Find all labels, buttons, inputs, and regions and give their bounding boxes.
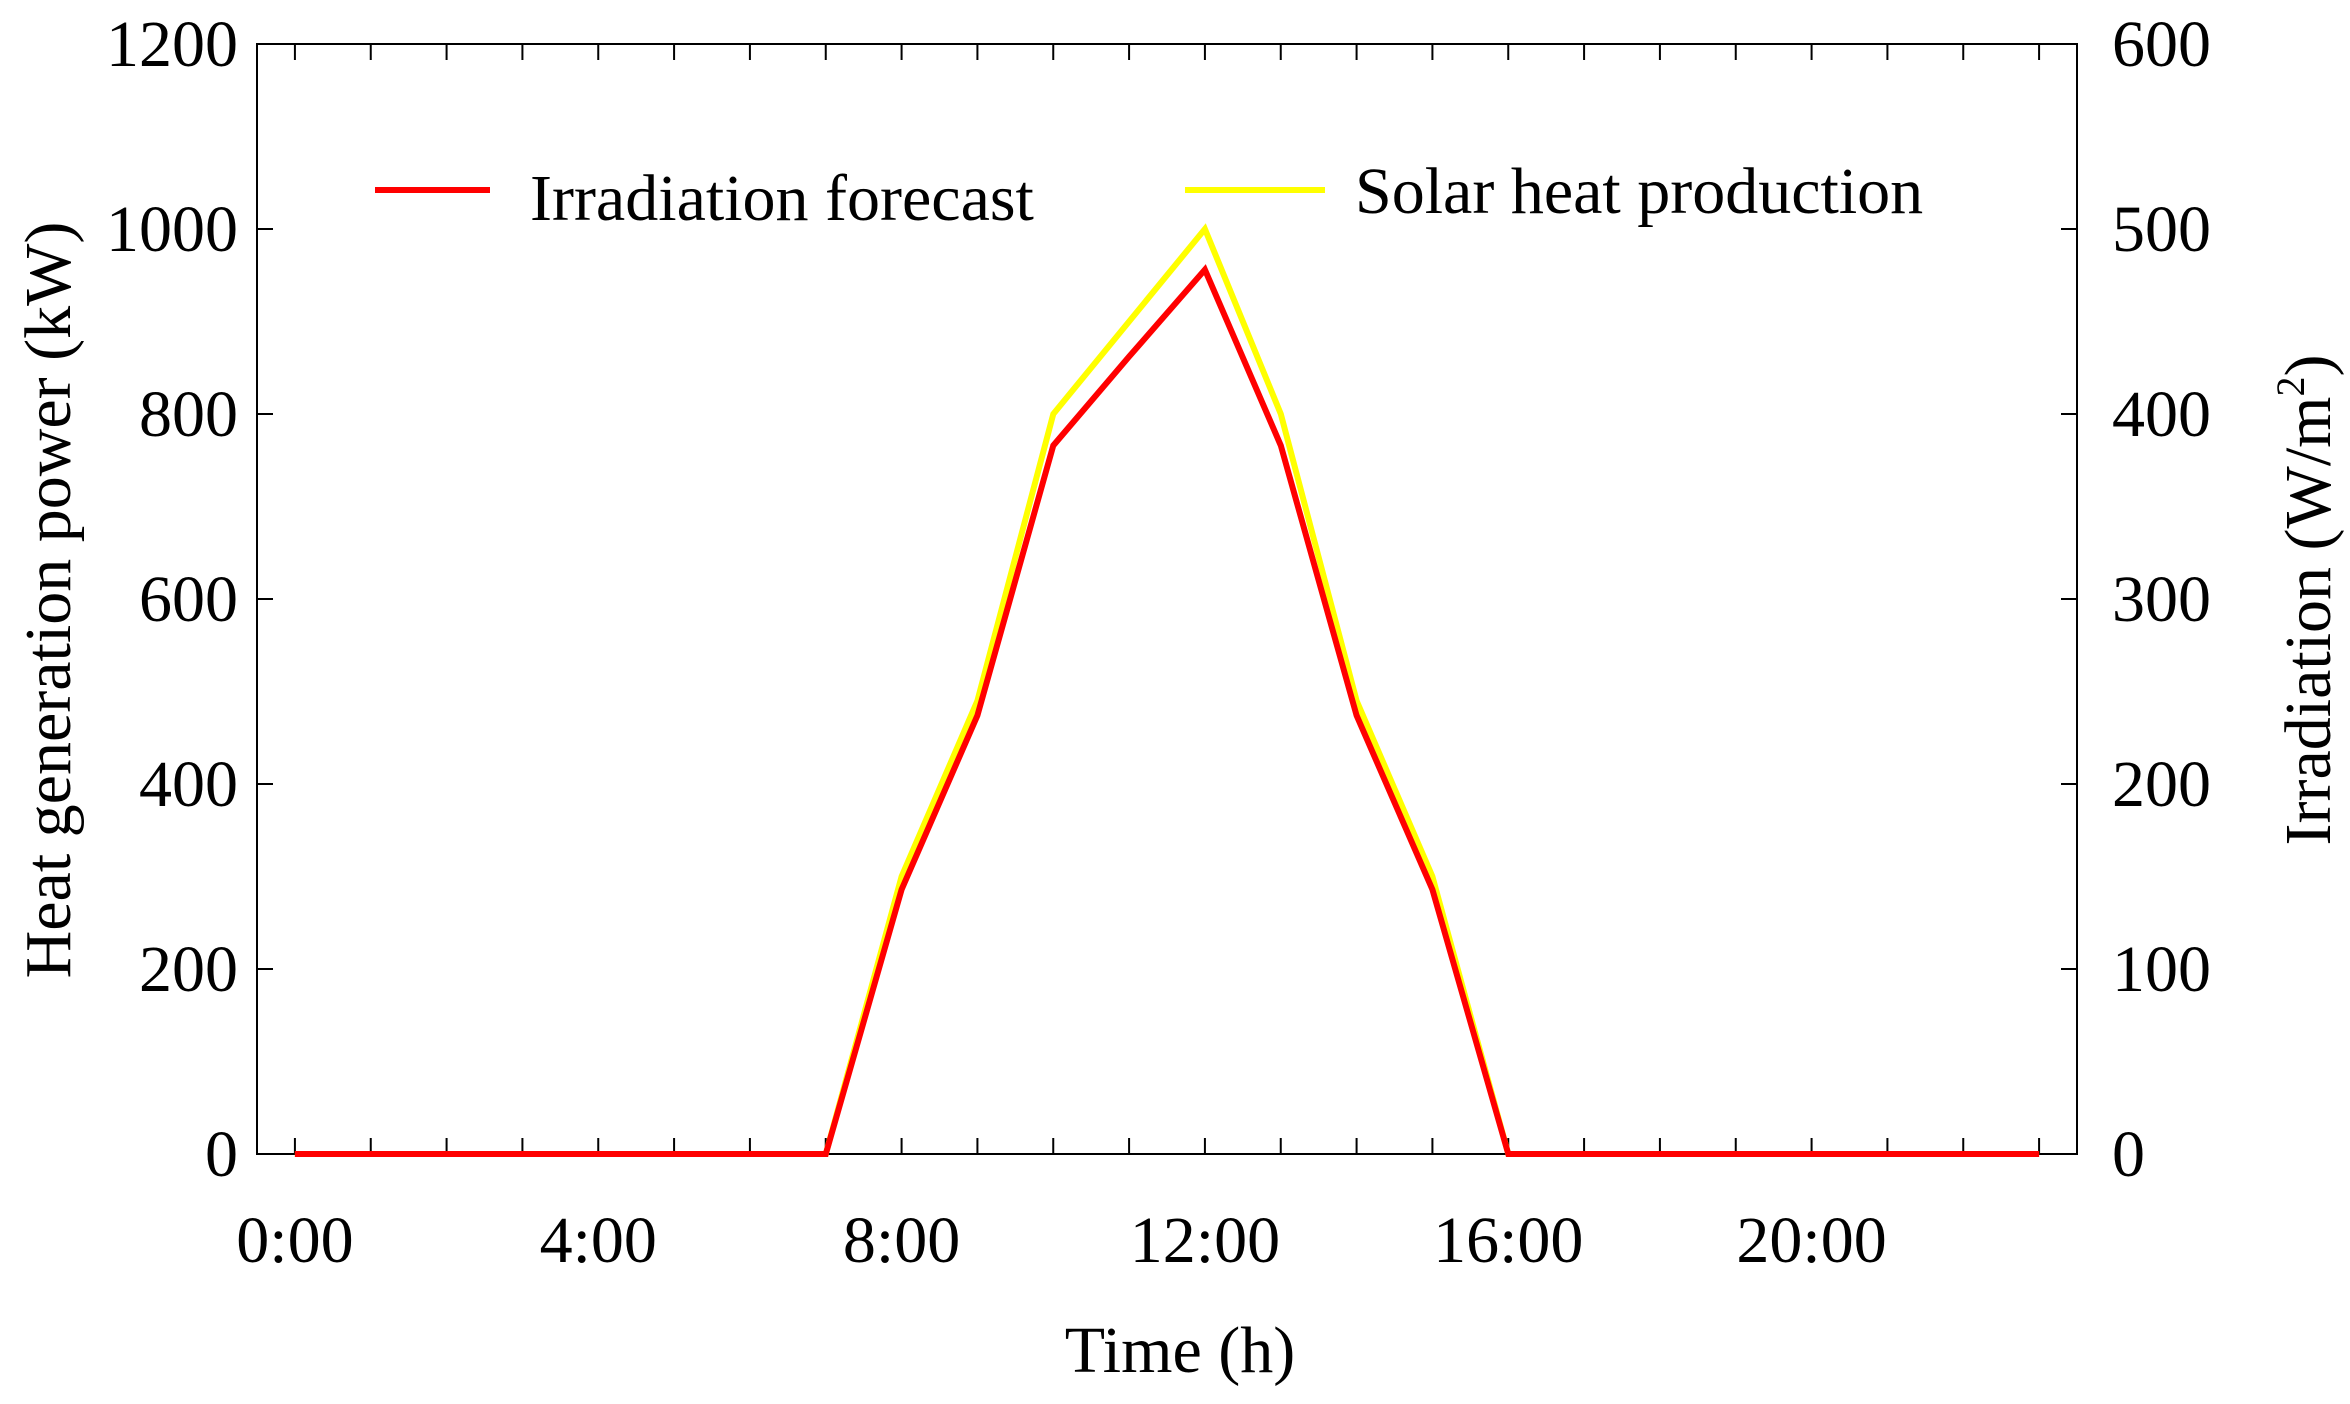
series-layer xyxy=(294,223,2040,1157)
y-right-axis: 0 100 200 300 400 500 600 xyxy=(2061,8,2211,1191)
y-right-tick-label-3: 300 xyxy=(2112,563,2211,636)
x-axis-title: Time (h) xyxy=(1065,1314,1295,1387)
legend-label-irradiation: Irradiation forecast xyxy=(530,162,1034,235)
y-right-tick-label-5: 500 xyxy=(2112,193,2211,266)
y-left-tick-label-0: 0 xyxy=(205,1118,238,1191)
x-tick-label-3: 12:00 xyxy=(1130,1204,1280,1277)
y-left-tick-label-4: 800 xyxy=(139,378,238,451)
x-tick-label-0: 0:00 xyxy=(236,1204,353,1277)
y-left-axis-title: Heat generation power (kW) xyxy=(12,222,85,979)
legend: Irradiation forecast Solar heat producti… xyxy=(375,155,1923,235)
y-left-tick-label-5: 1000 xyxy=(106,193,238,266)
y-right-tick-label-1: 100 xyxy=(2112,933,2211,1006)
y-left-tick-label-6: 1200 xyxy=(106,8,238,81)
y-right-tick-label-6: 600 xyxy=(2112,8,2211,81)
y-right-axis-title: Irradiation (W/m2) xyxy=(2268,355,2345,846)
y-right-axis-title-main: Irradiation (W/m xyxy=(2272,397,2345,846)
x-tick-label-5: 20:00 xyxy=(1736,1204,1886,1277)
legend-label-solar: Solar heat production xyxy=(1355,155,1923,228)
series-line-solar-heat-production xyxy=(294,223,2040,1157)
series-line-irradiation-forecast xyxy=(294,264,2040,1157)
y-left-tick-label-3: 600 xyxy=(139,563,238,636)
y-right-axis-title-sup: 2 xyxy=(2268,377,2313,397)
y-right-tick-label-2: 200 xyxy=(2112,748,2211,821)
y-left-tick-label-1: 200 xyxy=(139,933,238,1006)
x-tick-label-2: 8:00 xyxy=(843,1204,960,1277)
y-left-axis: 0 200 400 600 800 1000 1200 xyxy=(106,8,273,1191)
y-right-axis-title-close: ) xyxy=(2272,355,2345,377)
x-tick-label-4: 16:00 xyxy=(1433,1204,1583,1277)
y-left-tick-label-2: 400 xyxy=(139,748,238,821)
y-right-tick-label-0: 0 xyxy=(2112,1118,2145,1191)
x-axis-ticks: 0:00 4:00 8:00 12:00 16:00 20:00 xyxy=(236,44,2041,1277)
y-right-tick-label-4: 400 xyxy=(2112,378,2211,451)
x-tick-label-1: 4:00 xyxy=(540,1204,657,1277)
